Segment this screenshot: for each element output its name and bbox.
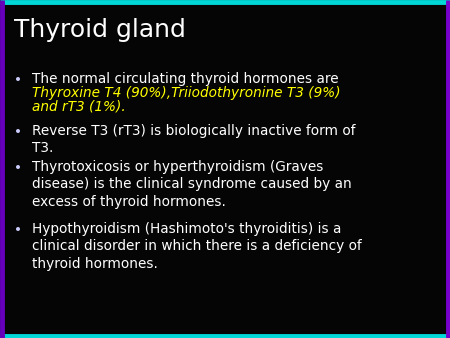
Text: Hypothyroidism (Hashimoto's thyroiditis) is a
clinical disorder in which there i: Hypothyroidism (Hashimoto's thyroiditis)… xyxy=(32,222,362,271)
Text: •: • xyxy=(14,73,22,87)
Text: •: • xyxy=(14,125,22,139)
Text: •: • xyxy=(14,161,22,175)
Text: Thyroid gland: Thyroid gland xyxy=(14,18,186,42)
Text: Thyroxine T4 (90%),Triiodothyronine T3 (9%): Thyroxine T4 (90%),Triiodothyronine T3 (… xyxy=(32,86,341,99)
Text: Reverse T3 (rT3) is biologically inactive form of
T3.: Reverse T3 (rT3) is biologically inactiv… xyxy=(32,124,356,155)
Text: The normal circulating thyroid hormones are: The normal circulating thyroid hormones … xyxy=(32,72,343,86)
Text: Thyrotoxicosis or hyperthyroidism (Graves
disease) is the clinical syndrome caus: Thyrotoxicosis or hyperthyroidism (Grave… xyxy=(32,160,352,209)
Text: and rT3 (1%).: and rT3 (1%). xyxy=(32,99,126,113)
Text: •: • xyxy=(14,223,22,237)
